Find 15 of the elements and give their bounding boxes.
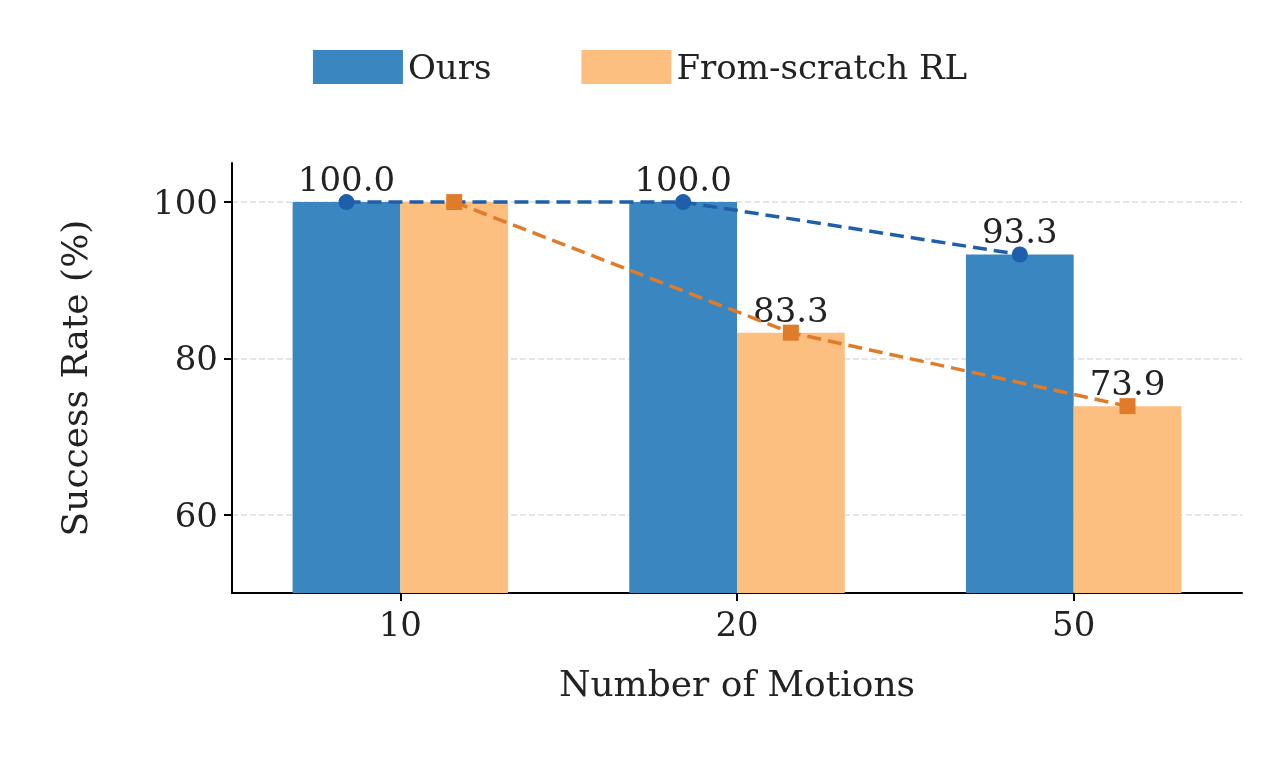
- data-label: 73.9: [1089, 363, 1166, 404]
- y-tick-label: 80: [174, 338, 218, 379]
- legend-label: From-scratch RL: [676, 47, 968, 87]
- y-axis-title: Success Rate (%): [53, 219, 95, 537]
- y-tick-label: 100: [153, 182, 218, 223]
- data-label: 100.0: [297, 159, 396, 200]
- data-label: 100.0: [634, 159, 732, 200]
- x-tick-label: 50: [1052, 604, 1096, 644]
- y-tick-label: 60: [174, 494, 218, 535]
- x-tick-label: 20: [715, 604, 759, 644]
- data-label: 83.3: [753, 289, 829, 330]
- legend-label: Ours: [407, 47, 492, 87]
- data-label: 93.3: [981, 211, 1058, 252]
- x-tick-label: 10: [378, 604, 422, 644]
- x-axis-title: Number of Motions: [558, 662, 916, 704]
